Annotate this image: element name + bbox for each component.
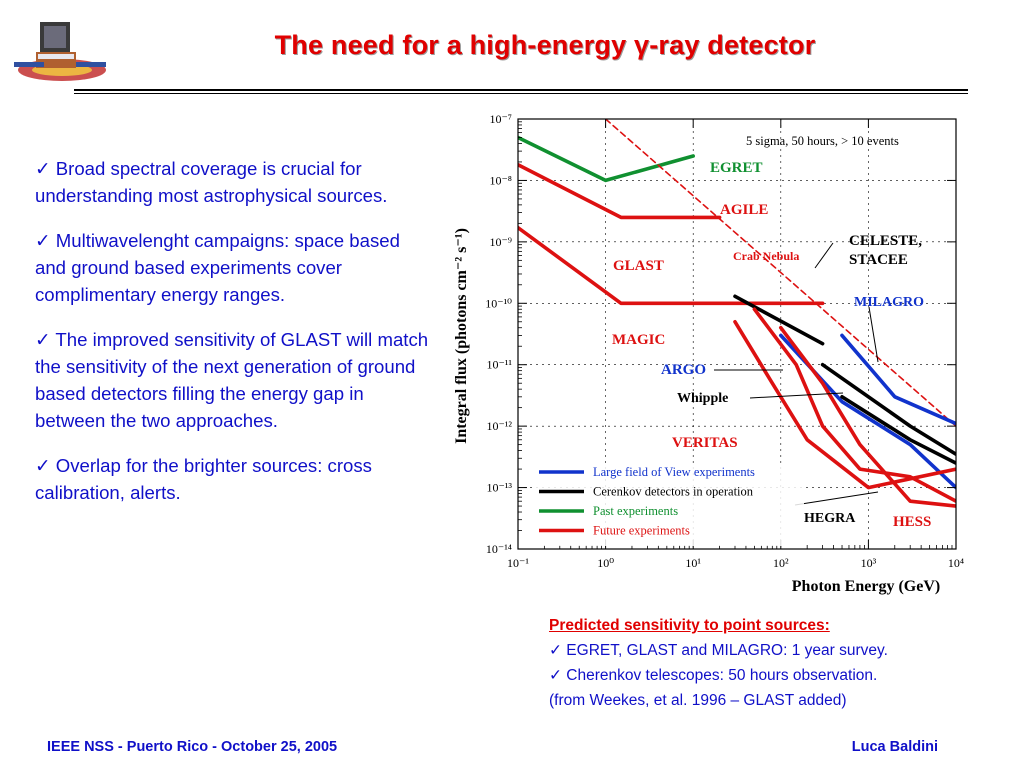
footer-left: IEEE NSS - Puerto Rico - October 25, 200… (47, 739, 338, 755)
series-line-egret (518, 135, 695, 183)
title-rule (74, 89, 968, 91)
series-line-glast (518, 225, 825, 306)
slide-title: The need for a high-energy γ-ray detecto… (274, 30, 816, 60)
curve-label: Whipple (677, 391, 728, 406)
legend-box (534, 464, 804, 546)
chart-annotation: 5 sigma, 50 hours, > 10 events (746, 134, 899, 148)
series-line-agile (518, 162, 722, 220)
series-line-magic (752, 307, 956, 504)
leader-line (749, 392, 844, 399)
series-line-whipple (820, 362, 956, 457)
plot-frame (517, 118, 957, 550)
curve-label: HEGRA (804, 511, 856, 526)
y-tick-label: 10⁻¹⁰ (485, 296, 512, 310)
caption-line: (from Weekes, et al. 1996 – GLAST added) (549, 692, 847, 709)
y-tick-label: 10⁻¹⁴ (486, 542, 512, 556)
x-tick-label: 10⁴ (948, 556, 964, 570)
series-line-hess (778, 325, 956, 508)
y-tick-label: 10⁻⁸ (489, 173, 512, 187)
chart-caption: Predicted sensitivity to point sources: … (549, 613, 999, 713)
x-tick-label: 10¹ (685, 556, 701, 570)
curve-label: GLAST (613, 258, 664, 274)
bullet-item: ✓ Broad spectral coverage is crucial for… (35, 158, 388, 206)
title-rule-thin (74, 93, 968, 94)
bullet-list: ✓ Broad spectral coverage is crucial for… (35, 155, 430, 524)
legend-label: Cerenkov detectors in operation (593, 485, 754, 499)
y-tick-label: 10⁻¹³ (486, 481, 512, 495)
bullet-item: ✓ Multiwavelenght campaigns: space based… (35, 230, 400, 305)
curve-label: Crab Nebula (733, 249, 799, 263)
caption-heading: Predicted sensitivity to point sources: (549, 617, 830, 634)
caption-line: ✓ Cherenkov telescopes: 50 hours observa… (549, 667, 878, 684)
y-tick-label: 10⁻¹¹ (486, 358, 512, 372)
leader-line (794, 491, 879, 506)
glast-logo (10, 14, 108, 86)
caption-line: ✓ EGRET, GLAST and MILAGRO: 1 year surve… (549, 642, 888, 659)
x-tick-label: 10⁰ (597, 556, 614, 570)
x-tick-label: 10³ (861, 556, 877, 570)
y-tick-label: 10⁻⁹ (489, 235, 512, 249)
y-tick-label: 10⁻⁷ (489, 112, 512, 126)
curve-label: EGRET (710, 160, 763, 176)
series-line-crab-nebula (604, 119, 956, 427)
y-axis-label: Integral flux (photons cm⁻² s⁻¹) (453, 228, 470, 444)
curve-label: VERITAS (672, 435, 738, 451)
y-tick-label: 10⁻¹² (486, 419, 512, 433)
leader-line (814, 242, 834, 269)
bullet-item: ✓ Overlap for the brighter sources: cros… (35, 455, 372, 503)
series-line-hegra (840, 394, 956, 465)
series-line-celeste-stacee (733, 294, 825, 346)
footer-right: Luca Baldini (851, 739, 938, 755)
curve-label: STACEE (849, 252, 908, 268)
x-axis-label: Photon Energy (GeV) (792, 578, 940, 595)
leader-line (868, 306, 879, 363)
curve-label: CELESTE, (849, 233, 922, 249)
x-tick-label: 10⁻¹ (507, 556, 529, 570)
series-line-milagro (840, 333, 956, 426)
curve-label: MAGIC (612, 332, 665, 348)
curve-label: HESS (893, 514, 931, 530)
curve-label: MILAGRO (854, 295, 924, 310)
curve-label: AGILE (720, 202, 768, 218)
sensitivity-chart: 10⁻¹ 10⁰ 10¹ 10² 10³ 10⁴ 10⁻¹⁴ 10⁻¹³ 10⁻¹² 10⁻¹¹ 1… (438, 100, 970, 608)
bullet-item: ✓ The improved sensitivity of GLAST will… (35, 329, 429, 431)
legend-label: Future experiments (593, 524, 690, 538)
curve-label: ARGO (661, 362, 706, 378)
x-tick-label: 10² (773, 556, 789, 570)
legend-label: Past experiments (593, 504, 678, 518)
legend-label: Large field of View experiments (593, 465, 755, 479)
series-line-veritas (733, 320, 956, 490)
